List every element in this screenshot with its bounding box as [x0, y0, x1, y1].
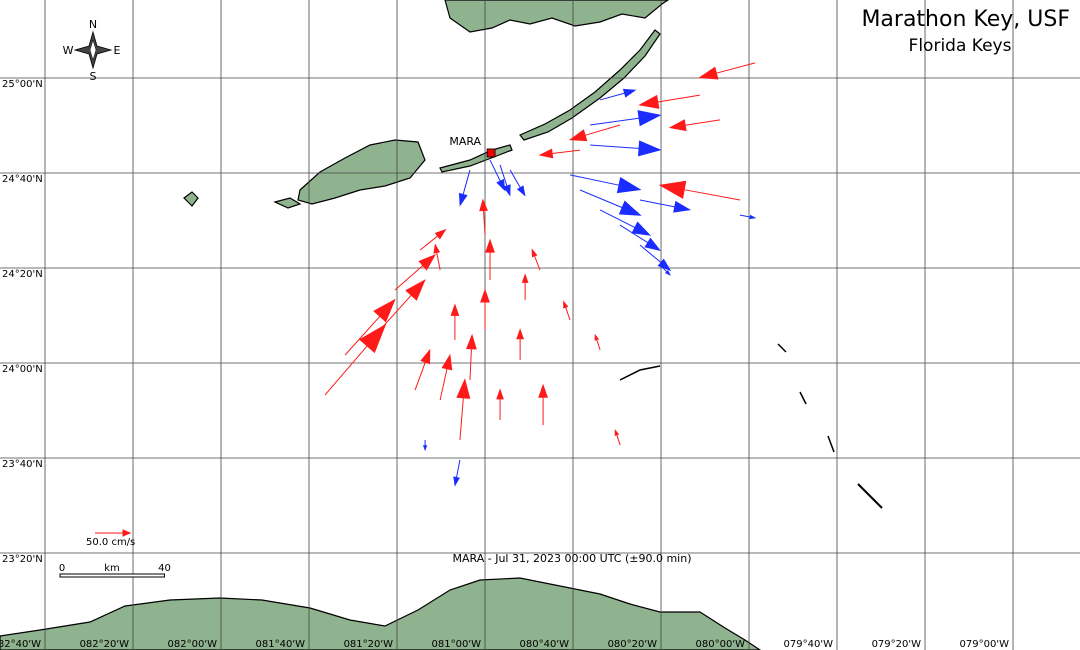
current-arrow	[414, 348, 431, 391]
current-arrow	[499, 164, 511, 197]
lat-label: 24°20'N	[2, 269, 43, 280]
scale-bar	[59, 573, 165, 578]
florida-mainland	[444, 0, 670, 33]
compass-s: S	[90, 70, 97, 83]
current-arrow	[439, 353, 453, 401]
current-arrow	[698, 62, 756, 80]
upper-keys	[519, 29, 661, 141]
current-arrow	[509, 169, 526, 197]
lon-label: 081°00'W	[432, 639, 482, 650]
current-arrow	[489, 159, 506, 192]
station-label: MARA	[449, 135, 481, 148]
current-arrow	[456, 378, 471, 440]
lon-label: 082°20'W	[80, 639, 130, 650]
scale-label: 50.0 cm/s	[86, 537, 135, 548]
compass-w: W	[63, 44, 74, 57]
current-arrow	[619, 224, 662, 252]
current-arrow	[614, 428, 621, 446]
subtitle: Florida Keys	[909, 36, 1012, 56]
current-arrow	[739, 214, 757, 220]
current-arrow	[590, 140, 662, 157]
cay-sal	[619, 343, 835, 453]
current-arrow	[531, 248, 541, 271]
current-arrow	[579, 189, 642, 216]
lower-keys	[297, 139, 426, 205]
scale-bar-start: 0	[59, 563, 65, 574]
lon-label: 079°40'W	[784, 639, 834, 650]
current-arrow	[465, 333, 477, 381]
current-vectors	[324, 62, 757, 487]
lon-label: 080°20'W	[608, 639, 658, 650]
station-marker	[486, 148, 496, 158]
lat-label: 25°00'N	[2, 79, 43, 90]
current-arrow	[458, 169, 471, 207]
lat-label: 24°00'N	[2, 364, 43, 375]
bahamas-bank	[857, 483, 883, 509]
current-arrow	[590, 110, 662, 127]
lon-label: 080°00'W	[696, 639, 746, 650]
current-arrow	[639, 244, 672, 272]
current-arrow	[568, 124, 621, 142]
marquesas	[183, 191, 199, 207]
current-arrow	[450, 303, 460, 340]
current-arrow	[638, 94, 700, 109]
current-arrow	[344, 298, 396, 356]
caption: MARA - Jul 31, 2023 00:00 UTC (±90.0 min…	[453, 552, 692, 565]
current-arrow	[659, 264, 671, 276]
lon-label: 081°40'W	[256, 639, 306, 650]
lat-label: 23°40'N	[2, 459, 43, 470]
current-arrow	[639, 199, 692, 213]
scale-bar-unit: km	[104, 563, 120, 574]
current-arrow	[538, 148, 581, 159]
current-arrow	[516, 328, 524, 360]
current-arrow	[668, 119, 721, 132]
scale-arrow	[95, 529, 132, 537]
lon-label: 079°20'W	[872, 639, 922, 650]
current-arrow	[379, 279, 426, 331]
current-arrow	[563, 300, 571, 321]
current-arrow	[521, 273, 529, 301]
compass-n: N	[89, 18, 97, 31]
lat-label: 24°40'N	[2, 174, 43, 185]
lon-label: 082°40'W	[0, 639, 41, 650]
lon-label: 080°40'W	[520, 639, 570, 650]
current-arrow	[324, 323, 387, 396]
current-arrow	[496, 388, 504, 420]
lon-label: 082°00'W	[168, 639, 218, 650]
current-arrow	[594, 333, 601, 351]
cuba	[0, 577, 762, 650]
compass-e: E	[114, 44, 121, 57]
compass-needle	[89, 39, 97, 61]
current-arrow	[480, 288, 490, 330]
key-west	[273, 197, 302, 209]
current-arrow	[422, 439, 428, 452]
land	[0, 0, 883, 650]
lon-label: 079°00'W	[960, 639, 1010, 650]
lon-label: 081°20'W	[344, 639, 394, 650]
current-arrow	[479, 198, 488, 236]
current-arrow	[419, 228, 447, 251]
current-arrow	[453, 459, 461, 487]
current-arrow	[599, 209, 652, 236]
current-arrow	[433, 243, 441, 271]
lat-label: 23°20'N	[2, 554, 43, 565]
current-arrow	[658, 180, 741, 201]
scale-bar-end: 40	[158, 563, 171, 574]
current-arrow	[485, 238, 495, 281]
current-arrow	[394, 254, 437, 291]
current-arrow	[538, 383, 548, 426]
compass-rose: N S E W	[63, 18, 121, 83]
current-arrow	[569, 174, 642, 194]
title: Marathon Key, USF	[861, 7, 1070, 32]
current-arrow	[599, 88, 637, 101]
